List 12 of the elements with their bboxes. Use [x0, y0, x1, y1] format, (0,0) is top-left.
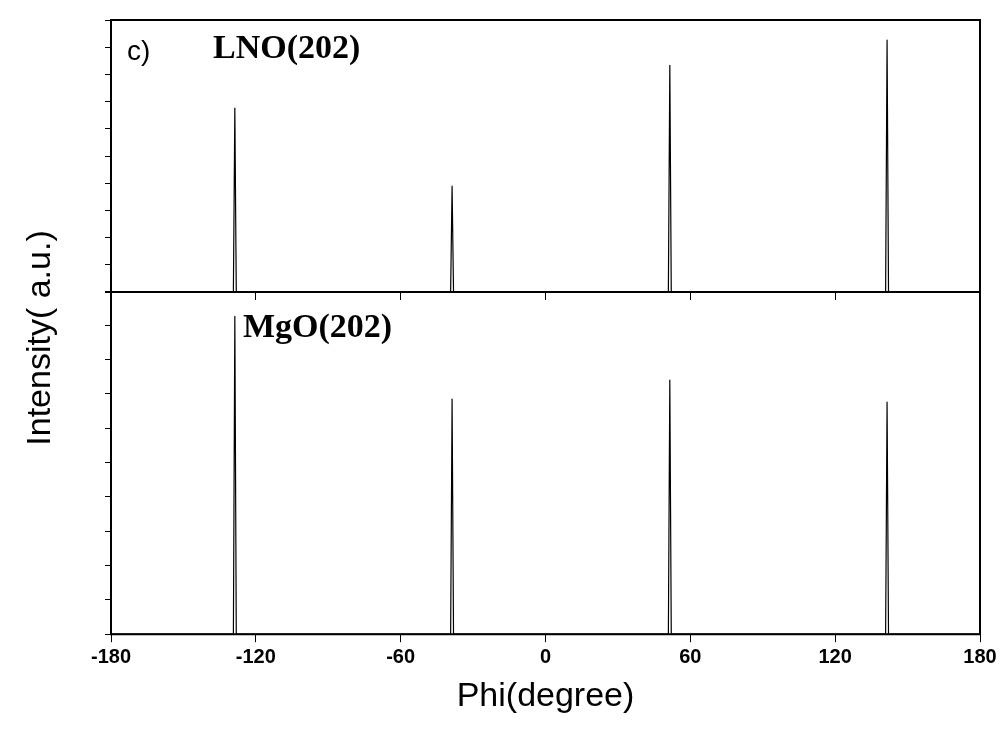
x-tick-label: 0 [539, 644, 552, 667]
x-tick-label: -60 [386, 644, 416, 667]
x-axis-title: Phi(degree) [456, 674, 635, 713]
x-tick-label: -120 [235, 644, 276, 667]
x-tick-label: -180 [90, 644, 132, 667]
x-tick-label: 120 [818, 644, 852, 667]
x-tick-label: 60 [679, 644, 702, 667]
annotation: MgO(202) [243, 307, 393, 345]
annotation: LNO(202) [213, 28, 361, 66]
annotation: c) [127, 35, 151, 66]
x-tick-label: 180 [963, 644, 997, 667]
y-axis-title: Intensity( a.u.) [18, 230, 58, 446]
